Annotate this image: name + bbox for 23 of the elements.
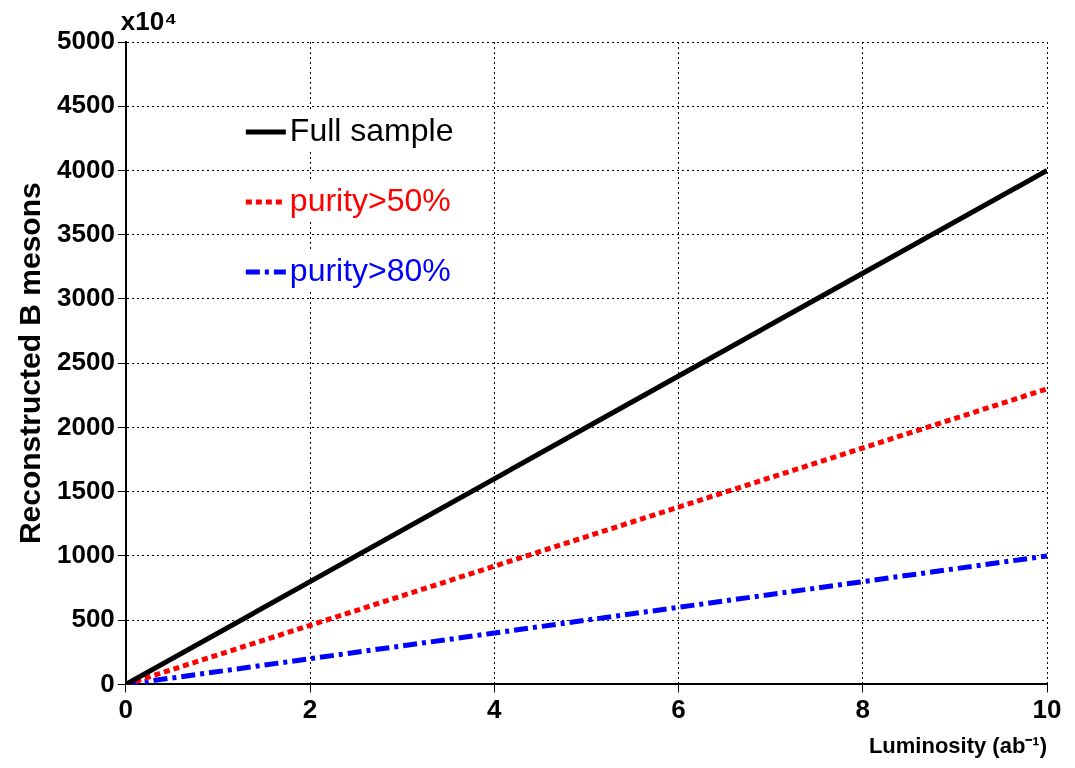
y-tick-label: 4500	[57, 89, 115, 120]
y-tick-label: 4000	[57, 153, 115, 184]
y-tick-label: 1000	[57, 539, 115, 570]
y-tick-label: 500	[71, 603, 115, 634]
x-axis-title: Luminosity (ab⁻¹)	[868, 732, 1047, 758]
y-tick-label: 3500	[57, 217, 115, 248]
x-tick-label: 6	[671, 694, 686, 725]
x-tick-label: 2	[302, 694, 318, 725]
x-tick-label: 0	[118, 694, 134, 725]
x-tick-label: 10	[1032, 694, 1062, 725]
x-tick-label: 8	[855, 694, 870, 725]
y-tick-label: 0	[100, 667, 115, 698]
text: x10⁴	[120, 6, 178, 37]
legend-label: Full sample	[289, 111, 454, 148]
y-tick-label: 3000	[57, 282, 115, 313]
y-axis-title: Reconstructed B mesons	[13, 182, 47, 545]
y-tick-label: 1500	[57, 474, 115, 505]
legend-label: purity>50%	[289, 181, 451, 218]
y-tick-label: 5000	[57, 25, 115, 56]
y-tick-label: 2000	[57, 410, 115, 441]
legend-label: purity>80%	[289, 251, 451, 288]
y-tick-label: 2500	[57, 346, 115, 377]
x-tick-label: 4	[487, 694, 503, 725]
